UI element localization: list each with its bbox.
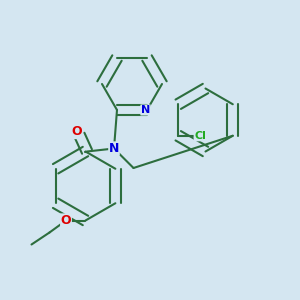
Text: N: N [109,142,119,155]
Text: O: O [71,125,82,139]
Text: Cl: Cl [194,131,206,141]
Text: O: O [61,214,71,227]
Text: N: N [141,105,150,115]
